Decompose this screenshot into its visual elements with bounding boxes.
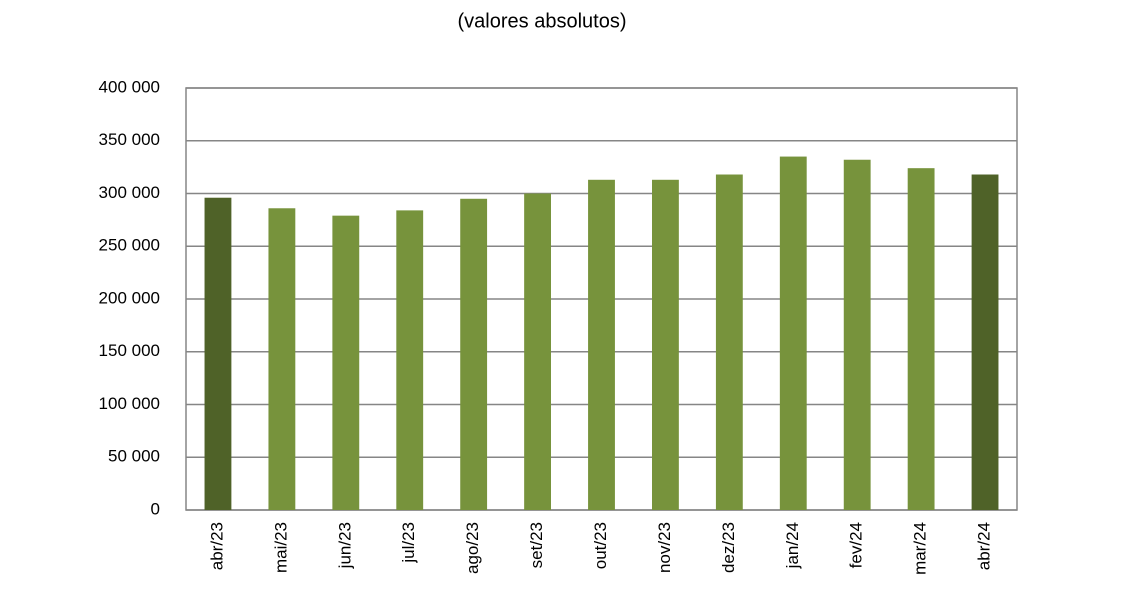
bar (204, 197, 232, 510)
x-tick-label: dez/23 (719, 522, 738, 573)
x-tick-label: jul/23 (399, 522, 418, 564)
x-tick-label: abr/24 (975, 522, 994, 570)
x-tick-label: ago/23 (463, 522, 482, 574)
bar (332, 215, 360, 510)
bar (651, 179, 679, 510)
y-tick-label: 150 000 (99, 341, 160, 360)
y-tick-label: 100 000 (99, 394, 160, 413)
x-tick-label: mar/24 (911, 522, 930, 575)
bar (843, 159, 871, 511)
bar (396, 210, 424, 510)
bar (588, 179, 615, 510)
y-tick-label: 0 (151, 499, 160, 518)
y-tick-label: 50 000 (108, 447, 160, 466)
x-tick-label: fev/24 (847, 522, 866, 568)
y-tick-label: 400 000 (99, 77, 160, 96)
bar (268, 208, 296, 510)
x-tick-label: jun/23 (335, 522, 354, 569)
y-tick-label: 300 000 (99, 183, 160, 202)
bar (524, 193, 552, 510)
x-tick-label: set/23 (527, 522, 546, 568)
x-tick-label: nov/23 (655, 522, 674, 573)
x-tick-label: out/23 (591, 522, 610, 569)
y-tick-label: 350 000 (99, 130, 160, 149)
bar (460, 198, 488, 510)
y-tick-label: 200 000 (99, 288, 160, 307)
x-tick-label: mai/23 (271, 522, 290, 573)
x-tick-label: jan/24 (783, 522, 802, 569)
x-tick-label: abr/23 (207, 522, 226, 570)
y-tick-label: 250 000 (99, 236, 160, 255)
bar (907, 168, 935, 510)
bar (715, 174, 743, 510)
bar (971, 174, 999, 510)
bar (779, 156, 807, 510)
chart-title: (valores absolutos) (458, 10, 627, 32)
